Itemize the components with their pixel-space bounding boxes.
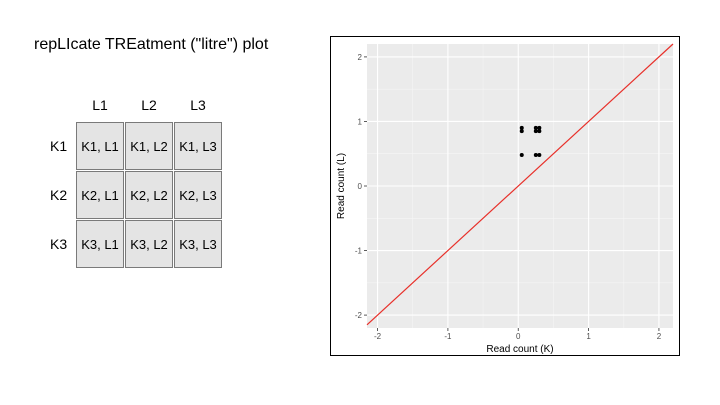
grid-cell: K3, L2: [125, 220, 173, 268]
y-axis-title: Read count (L): [336, 153, 347, 219]
data-point: [519, 129, 524, 134]
row-header: K3: [50, 236, 68, 252]
column-header: L2: [141, 97, 157, 113]
x-tick-label: 2: [657, 332, 662, 341]
grid-cell: K1, L1: [76, 122, 124, 170]
y-tick-label: 2: [358, 53, 363, 62]
data-point: [537, 129, 542, 134]
chart-canvas: -2 -1 0 1 2 -2 -1 0 1 2 Read count (K) Read count (…: [336, 43, 674, 355]
slide-title: repLIcate TREatment ("litre") plot: [34, 36, 269, 53]
column-header: L3: [190, 97, 206, 113]
data-point: [533, 125, 538, 130]
reference-line: [366, 43, 674, 326]
y-tick-label: 1: [358, 117, 363, 126]
y-tick-label: -2: [355, 311, 363, 320]
grid-cell: K2, L3: [174, 171, 222, 219]
grid-cell: K2, L1: [76, 171, 124, 219]
x-tick-label: -2: [374, 332, 382, 341]
data-point: [537, 125, 542, 130]
grid-cell: K1, L3: [174, 122, 222, 170]
scatter-plot: -2 -1 0 1 2 -2 -1 0 1 2 Read count (K) Read count (…: [330, 36, 680, 356]
grid-cell: K2, L2: [125, 171, 173, 219]
data-point: [519, 125, 524, 130]
data-point: [533, 129, 538, 134]
grid-cell: K3, L3: [174, 220, 222, 268]
column-header: L1: [92, 97, 108, 113]
x-tick-label: -1: [444, 332, 452, 341]
row-header: K2: [50, 187, 68, 203]
data-point: [519, 153, 524, 158]
y-tick-label: -1: [355, 247, 363, 256]
data-point: [533, 153, 538, 158]
grid-cell: K3, L1: [76, 220, 124, 268]
data-point: [537, 153, 542, 158]
x-tick-label: 1: [586, 332, 591, 341]
grid-cell: K1, L2: [125, 122, 173, 170]
y-tick-label: 0: [358, 182, 363, 191]
row-header: K1: [50, 138, 68, 154]
x-axis-title: Read count (K): [486, 344, 553, 355]
x-tick-label: 0: [516, 332, 521, 341]
